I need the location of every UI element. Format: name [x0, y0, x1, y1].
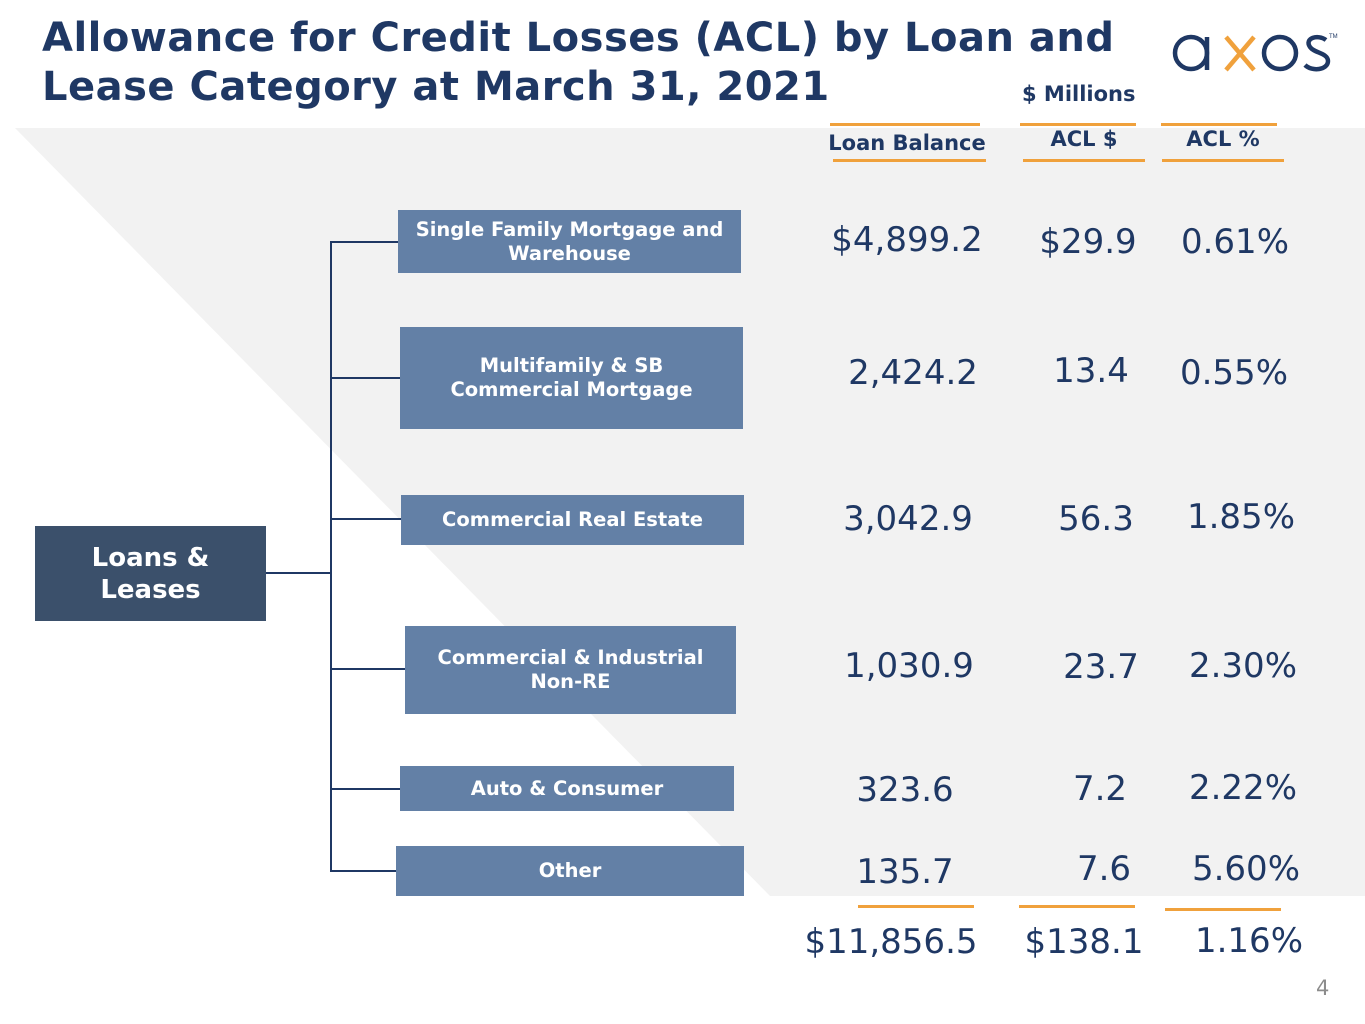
column-header-loan-balance: Loan Balance	[828, 131, 986, 155]
total-rule	[858, 905, 974, 908]
connector-spine	[330, 241, 332, 872]
total-loan-balance: $11,856.5	[804, 922, 978, 962]
acl-dollar-value: $29.9	[1039, 222, 1137, 262]
category-label-line-1: Auto & Consumer	[470, 776, 664, 800]
logo-trademark: TM	[1329, 34, 1338, 40]
acl-dollar-value: 7.2	[1072, 769, 1128, 809]
total-acl-percent: 1.16%	[1194, 921, 1303, 961]
title-line-2: Lease Category at March 31, 2021	[42, 64, 830, 110]
category-box-commercial-real-estate: Commercial Real Estate	[401, 495, 744, 545]
page-title: Allowance for Credit Losses (ACL) by Loa…	[42, 14, 1115, 112]
acl-dollar-value: 56.3	[1058, 499, 1134, 539]
category-box-multifamily: Multifamily & SB Commercial Mortgage	[400, 327, 743, 429]
title-line-1: Allowance for Credit Losses (ACL) by Loa…	[42, 15, 1115, 61]
axos-logo: TM	[1172, 34, 1338, 72]
connector-branch	[330, 870, 396, 872]
units-label: $ Millions	[1022, 82, 1136, 106]
category-label-line-2: Warehouse	[508, 241, 631, 265]
loan-balance-value: 2,424.2	[848, 353, 978, 393]
connector-root	[266, 572, 332, 574]
connector-branch	[330, 377, 400, 379]
acl-percent-value: 1.85%	[1186, 497, 1295, 537]
category-label-line-2: Non-RE	[530, 670, 611, 693]
loan-balance-value: 1,030.9	[844, 646, 974, 686]
root-box-loans-leases: Loans & Leases	[35, 526, 266, 621]
connector-branch	[330, 788, 400, 790]
category-label-line-1: Commercial Real Estate	[442, 508, 703, 531]
header-rule	[1162, 159, 1284, 162]
acl-dollar-value: 7.6	[1076, 849, 1132, 889]
acl-dollar-value: 13.4	[1053, 351, 1129, 391]
loan-balance-value: 323.6	[856, 770, 954, 810]
category-box-single-family: Single Family Mortgage and Warehouse	[398, 210, 741, 273]
category-box-auto-consumer: Auto & Consumer	[400, 766, 734, 811]
category-label-line-2: Commercial Mortgage	[450, 378, 693, 401]
category-label-line-1: Single Family Mortgage and	[415, 217, 724, 241]
category-box-commercial-industrial: Commercial & Industrial Non-RE	[405, 626, 736, 714]
connector-branch	[330, 518, 401, 520]
acl-percent-value: 0.61%	[1180, 222, 1289, 262]
header-rule	[1161, 123, 1277, 126]
header-rule	[1020, 123, 1136, 126]
connector-branch	[330, 241, 398, 243]
header-rule	[1023, 159, 1145, 162]
acl-percent-value: 5.60%	[1191, 849, 1300, 889]
total-rule	[1019, 905, 1135, 908]
root-label-line-1: Loans &	[91, 542, 210, 573]
category-label-line-1: Other	[538, 859, 602, 882]
loan-balance-value: 135.7	[856, 852, 954, 892]
category-label-line-1: Multifamily & SB	[479, 354, 664, 377]
total-rule	[1165, 908, 1281, 911]
total-acl-dollars: $138.1	[1024, 922, 1144, 962]
header-rule	[830, 123, 980, 126]
acl-percent-value: 0.55%	[1179, 353, 1288, 393]
column-header-acl-percent: ACL %	[1186, 127, 1260, 151]
column-header-acl-dollars: ACL $	[1050, 127, 1118, 151]
connector-branch	[330, 668, 405, 670]
acl-dollar-value: 23.7	[1063, 647, 1139, 687]
loan-balance-value: $4,899.2	[831, 220, 983, 260]
category-label-line-1: Commercial & Industrial	[437, 646, 704, 669]
root-label-line-2: Leases	[100, 574, 201, 605]
category-box-other: Other	[396, 846, 744, 896]
loan-balance-value: 3,042.9	[843, 499, 973, 539]
header-rule	[833, 159, 986, 162]
acl-percent-value: 2.30%	[1188, 646, 1297, 686]
acl-percent-value: 2.22%	[1188, 768, 1297, 808]
page-number: 4	[1316, 976, 1330, 1000]
